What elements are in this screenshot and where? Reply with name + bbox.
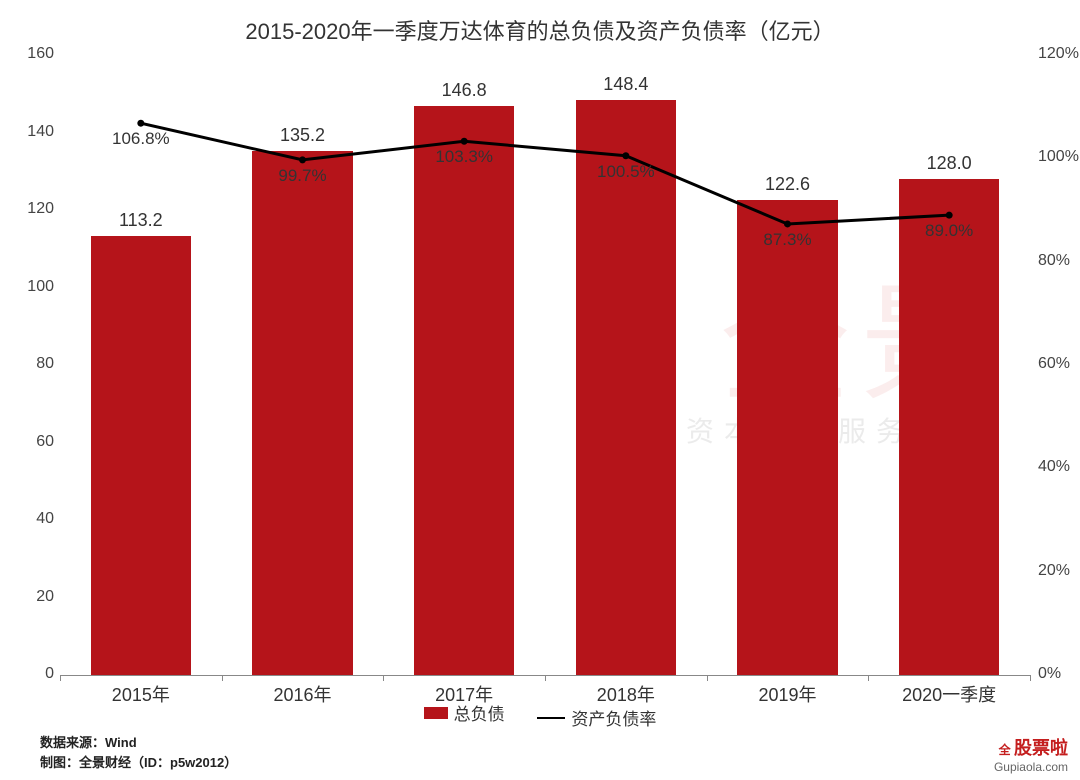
legend-swatch-line [537, 717, 565, 719]
legend-swatch-bar [424, 707, 448, 719]
y-left-tick-label: 160 [20, 45, 54, 63]
line-value-label: 99.7% [278, 166, 326, 186]
bar-value-label: 135.2 [280, 125, 325, 146]
corner-url: Gupiaola.com [994, 760, 1068, 774]
bar-value-label: 113.2 [119, 210, 163, 231]
footer-credit: 数据来源：Wind 制图：全景财经（ID：p5w2012） [40, 733, 237, 772]
line-value-label: 103.3% [435, 147, 493, 167]
footer-source: 数据来源：Wind [40, 733, 237, 753]
y-left-tick-label: 0 [20, 665, 54, 683]
plot-area [60, 55, 1030, 675]
y-right-tick-label: 100% [1038, 148, 1079, 166]
x-tick [868, 675, 869, 681]
corner-logo: 全 股票啦 Gupiaola.com [994, 734, 1068, 774]
y-left-tick-label: 120 [20, 200, 54, 218]
footer-author: 制图：全景财经（ID：p5w2012） [40, 753, 237, 773]
y-right-tick-label: 0% [1038, 665, 1061, 683]
x-tick [60, 675, 61, 681]
corner-prefix: 全 [999, 743, 1011, 757]
line-value-label: 100.5% [597, 162, 655, 182]
y-right-tick-label: 40% [1038, 458, 1070, 476]
legend-item-line: 资产负债率 [537, 705, 656, 730]
bar-value-label: 146.8 [442, 80, 487, 101]
x-tick [222, 675, 223, 681]
line-value-label: 87.3% [763, 230, 811, 250]
chart-title: 2015-2020年一季度万达体育的总负债及资产负债率（亿元） [0, 14, 1080, 46]
bar-value-label: 148.4 [603, 74, 648, 95]
y-right-tick-label: 60% [1038, 355, 1070, 373]
line-marker [946, 212, 953, 219]
y-left-tick-label: 60 [20, 433, 54, 451]
y-left-tick-label: 40 [20, 510, 54, 528]
bar-value-label: 128.0 [927, 153, 972, 174]
y-right-tick-label: 80% [1038, 252, 1070, 270]
line-marker [137, 120, 144, 127]
x-category-label: 2017年 [435, 681, 493, 707]
line-layer [60, 55, 1030, 675]
bar-value-label: 122.6 [765, 174, 810, 195]
corner-brand: 股票啦 [1014, 738, 1068, 758]
line-marker [622, 152, 629, 159]
x-category-label: 2018年 [597, 681, 655, 707]
legend-label-line: 资产负债率 [571, 705, 656, 730]
x-tick [707, 675, 708, 681]
x-tick [383, 675, 384, 681]
y-right-tick-label: 20% [1038, 562, 1070, 580]
y-left-tick-label: 100 [20, 278, 54, 296]
line-value-label: 89.0% [925, 221, 973, 241]
chart-container: 2015-2020年一季度万达体育的总负债及资产负债率（亿元） 全景 资本市场服… [0, 0, 1080, 780]
x-tick [1030, 675, 1031, 681]
x-category-label: 2019年 [758, 681, 816, 707]
line-marker [461, 138, 468, 145]
x-category-label: 2020一季度 [902, 681, 996, 707]
x-tick [545, 675, 546, 681]
trend-line [141, 123, 949, 224]
y-right-tick-label: 120% [1038, 45, 1079, 63]
line-marker [299, 156, 306, 163]
y-left-tick-label: 20 [20, 588, 54, 606]
line-value-label: 106.8% [112, 129, 170, 149]
line-marker [784, 220, 791, 227]
x-category-label: 2015年 [112, 681, 170, 707]
x-category-label: 2016年 [273, 681, 331, 707]
y-left-tick-label: 80 [20, 355, 54, 373]
y-left-tick-label: 140 [20, 123, 54, 141]
